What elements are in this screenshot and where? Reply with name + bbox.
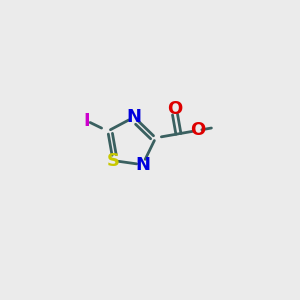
Text: O: O	[167, 100, 183, 118]
Text: I: I	[84, 112, 90, 130]
Text: S: S	[106, 152, 119, 169]
Text: N: N	[135, 156, 150, 174]
Text: O: O	[190, 122, 206, 140]
Text: N: N	[127, 108, 142, 126]
